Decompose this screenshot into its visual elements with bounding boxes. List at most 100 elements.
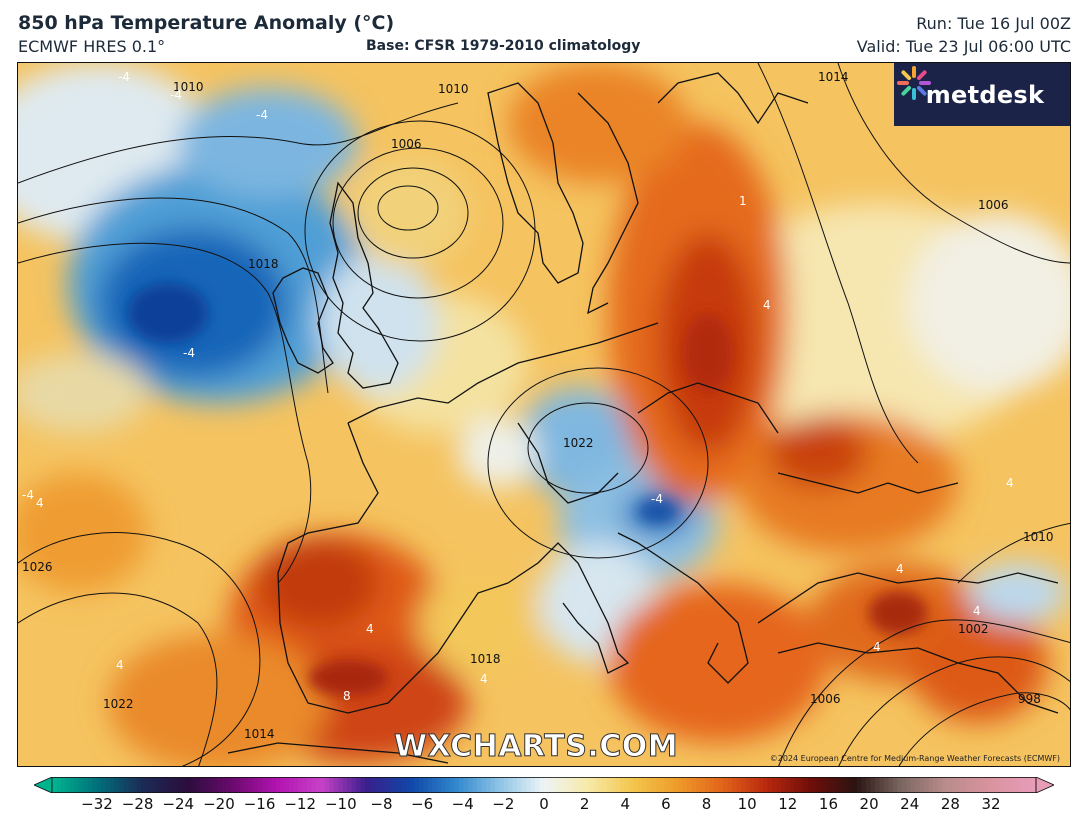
colorbar-cell bbox=[1004, 777, 1010, 793]
colorbar-cell bbox=[727, 777, 733, 793]
colorbar-cell bbox=[409, 777, 415, 793]
colorbar-cell bbox=[432, 777, 438, 793]
chart-title: 850 hPa Temperature Anomaly (°C) bbox=[18, 12, 395, 34]
colorbar-cell bbox=[749, 777, 755, 793]
colorbar-cell bbox=[857, 777, 863, 793]
colorbar-cell bbox=[669, 777, 675, 793]
colorbar-cell bbox=[673, 777, 679, 793]
colorbar-cell bbox=[628, 777, 635, 793]
colorbar-cell bbox=[637, 777, 643, 793]
metdesk-wordmark: metdesk bbox=[925, 80, 1045, 109]
colorbar-cell bbox=[374, 777, 380, 793]
colorbar-cell bbox=[991, 777, 997, 793]
colorbar-cell bbox=[436, 777, 442, 793]
colorbar-cell bbox=[521, 777, 527, 793]
colorbar-cell bbox=[597, 777, 603, 793]
colorbar-cell bbox=[280, 777, 286, 793]
colorbar-cell bbox=[266, 777, 272, 793]
colorbar-tick-label: 32 bbox=[981, 795, 1001, 813]
colorbar-cell bbox=[1013, 777, 1019, 793]
colorbar-cell bbox=[226, 777, 232, 793]
anomaly-label: -4 bbox=[256, 108, 268, 122]
colorbar-cell bbox=[275, 777, 281, 793]
colorbar-cell bbox=[709, 777, 715, 793]
colorbar-cell bbox=[83, 777, 89, 793]
colorbar-tick-label: −32 bbox=[81, 795, 113, 813]
colorbar-cell bbox=[731, 777, 737, 793]
colorbar-min-arrow bbox=[34, 777, 53, 793]
colorbar-cell bbox=[915, 777, 921, 793]
colorbar-cell bbox=[172, 777, 178, 793]
colorbar-cell bbox=[655, 777, 661, 793]
colorbar-cell bbox=[794, 777, 800, 793]
colorbar-cell bbox=[329, 777, 335, 793]
colorbar-cell bbox=[982, 777, 988, 793]
anomaly-label: 4 bbox=[896, 562, 904, 576]
anomaly-label: -4 bbox=[651, 492, 663, 506]
colorbar-cell bbox=[995, 777, 1001, 793]
colorbar-cell bbox=[713, 777, 720, 793]
colorbar-cell bbox=[378, 777, 384, 793]
colorbar-cell bbox=[561, 777, 567, 793]
colorbar-cell bbox=[369, 777, 375, 793]
colorbar-cell bbox=[128, 777, 134, 793]
colorbar-cell bbox=[136, 777, 143, 793]
isobar-label: 1010 bbox=[438, 82, 469, 96]
colorbar-cell bbox=[342, 777, 348, 793]
colorbar-tick-label: 24 bbox=[900, 795, 920, 813]
colorbar-cell bbox=[700, 777, 706, 793]
isobar-labels: 1010 1006 1014 1006 1018 1022 1026 1022 … bbox=[22, 70, 1054, 741]
colorbar-cell bbox=[262, 777, 268, 793]
anomaly-label: 4 bbox=[1006, 476, 1014, 490]
colorbar-cell bbox=[298, 777, 304, 793]
colorbar-cell bbox=[977, 777, 983, 793]
colorbar-cell bbox=[396, 777, 402, 793]
colorbar-cell bbox=[579, 777, 585, 793]
colorbar-cell bbox=[150, 777, 156, 793]
colorbar-cell bbox=[347, 777, 353, 793]
colorbar-cell bbox=[758, 777, 764, 793]
colorbar-cell bbox=[338, 777, 344, 793]
colorbar-tick-label: 10 bbox=[737, 795, 757, 813]
colorbar-cell bbox=[548, 777, 554, 793]
colorbar-cell bbox=[651, 777, 657, 793]
colorbar-cell bbox=[1018, 777, 1024, 793]
colorbar-cell bbox=[356, 777, 362, 793]
colorbar-cell bbox=[745, 777, 751, 793]
colorbar-cell bbox=[593, 777, 599, 793]
isobar-label: 1022 bbox=[563, 436, 594, 450]
colorbar-cell bbox=[459, 777, 465, 793]
colorbar-cell bbox=[602, 777, 608, 793]
colorbar-tick-label: 12 bbox=[778, 795, 798, 813]
metdesk-logo: metdesk bbox=[894, 63, 1070, 126]
colorbar-cell bbox=[852, 777, 858, 793]
colorbar-cell bbox=[910, 777, 916, 793]
colorbar-cell bbox=[901, 777, 907, 793]
colorbar-cell bbox=[584, 777, 590, 793]
colorbar-cell bbox=[463, 777, 469, 793]
anomaly-label: -4 bbox=[118, 70, 130, 84]
colorbar-tick-label: 6 bbox=[661, 795, 671, 813]
anomaly-map: 1010 1006 1014 1006 1018 1022 1026 1022 … bbox=[17, 62, 1071, 767]
colorbar-tick-label: 16 bbox=[818, 795, 838, 813]
colorbar-cell bbox=[186, 777, 192, 793]
colorbar-cell bbox=[530, 777, 536, 793]
colorbar-cell bbox=[159, 777, 165, 793]
colorbar-cell bbox=[132, 777, 138, 793]
map-canvas: 1010 1006 1014 1006 1018 1022 1026 1022 … bbox=[18, 63, 1070, 766]
colorbar-ticks: −32 −28 −24 −20 −16 −12 −10 −8 −6 −4 −2 0 2 4 6 8 10 12 16… bbox=[0, 795, 1088, 825]
colorbar-cell bbox=[163, 777, 169, 793]
colorbar-cell bbox=[78, 777, 84, 793]
colorbar-tick-label: −20 bbox=[203, 795, 235, 813]
wxcharts-watermark: WXCHARTS.COM bbox=[393, 729, 679, 765]
colorbar-cell bbox=[1000, 777, 1006, 793]
colorbar-cell bbox=[964, 777, 970, 793]
colorbar-tick-label: 0 bbox=[539, 795, 549, 813]
colorbar-cell bbox=[937, 777, 943, 793]
isobar-label: 1026 bbox=[22, 560, 53, 574]
colorbar-cell bbox=[445, 777, 451, 793]
anomaly-label: 1 bbox=[739, 194, 747, 208]
colorbar-cell bbox=[539, 777, 545, 793]
colorbar-cell bbox=[606, 777, 612, 793]
colorbar-tick-label: 2 bbox=[579, 795, 590, 813]
